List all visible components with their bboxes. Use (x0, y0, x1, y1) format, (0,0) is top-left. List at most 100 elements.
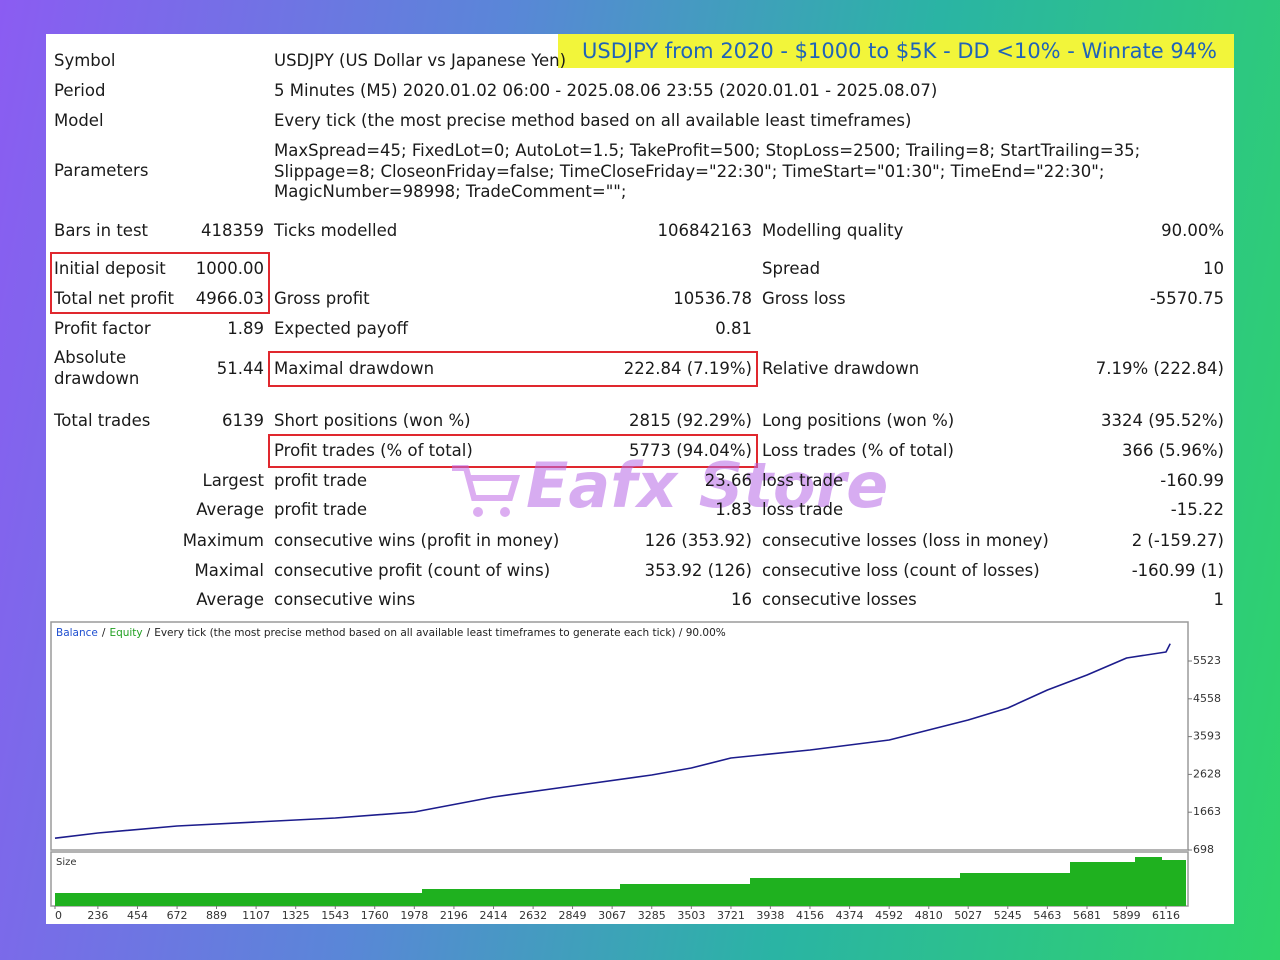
field-label: Gross profit (274, 289, 370, 308)
y-tick-label: 4558 (1193, 692, 1221, 705)
field-label: 5 Minutes (M5) 2020.01.02 06:00 - 2025.0… (274, 81, 938, 100)
x-tick-label: 1543 (321, 909, 349, 922)
x-tick-label: 5463 (1033, 909, 1061, 922)
field-value: 353.92 (126) (644, 561, 752, 580)
x-tick-label: 889 (206, 909, 227, 922)
field-value: 10536.78 (673, 289, 752, 308)
field-label: consecutive losses (762, 590, 917, 609)
field-value: 23.66 (704, 471, 752, 490)
field-value: 6139 (222, 411, 264, 430)
x-tick-label: 3285 (638, 909, 666, 922)
field-value: 1000.00 (195, 259, 264, 278)
x-tick-label: 4156 (796, 909, 824, 922)
cart-wheel (473, 507, 483, 517)
field-label: Spread (762, 259, 821, 278)
x-tick-label: 3938 (756, 909, 784, 922)
field-value: 2815 (92.29%) (628, 411, 752, 430)
x-tick-label: 1978 (400, 909, 428, 922)
field-value: -160.99 (1) (1131, 561, 1224, 580)
x-tick-label: 2196 (440, 909, 468, 922)
cart-wheel (500, 507, 510, 517)
highlight-box (268, 434, 758, 468)
field-label: Profit trades (% of total) (274, 441, 473, 460)
plot-frame (50, 621, 1189, 851)
row-label: Symbol (54, 51, 116, 70)
x-tick-label: 4592 (875, 909, 903, 922)
x-tick-label: 2414 (480, 909, 508, 922)
row-label: Model (54, 111, 104, 130)
balance-line (54, 643, 1171, 839)
x-tick-label: 0 (55, 909, 62, 922)
x-tick-label: 454 (127, 909, 148, 922)
watermark (452, 465, 521, 517)
size-area (55, 857, 1186, 906)
field-label: Loss trades (% of total) (762, 441, 954, 460)
field-label: Relative drawdown (762, 359, 920, 378)
highlight-box (268, 351, 758, 387)
x-tick-label: 1107 (242, 909, 270, 922)
field-value: 7.19% (222.84) (1095, 359, 1224, 378)
field-value: 0.81 (715, 319, 752, 338)
legend-entry: Equity (109, 627, 142, 639)
row-label: Parameters (54, 161, 149, 180)
field-value: 10 (1203, 259, 1224, 278)
banner-title: USDJPY from 2020 - $1000 to $5K - DD <10… (582, 39, 1218, 63)
field-value: Largest (202, 471, 265, 490)
field-value: 106842163 (657, 221, 752, 240)
field-label: Maximal drawdown (274, 359, 435, 378)
field-label: Every tick (the most precise method base… (274, 111, 912, 130)
field-label: consecutive wins (274, 590, 416, 609)
field-label: USDJPY (US Dollar vs Japanese Yen) (274, 51, 567, 70)
field-value: 1.83 (715, 500, 752, 519)
highlight-box (50, 252, 270, 314)
row-label: Total net profit (54, 289, 174, 308)
row-label: Profit factor (54, 319, 151, 338)
field-value: -15.22 (1170, 500, 1224, 519)
y-tick-label: 3593 (1193, 730, 1221, 743)
field-label: Expected payoff (274, 319, 409, 338)
x-tick-label: 4810 (915, 909, 943, 922)
field-label: Short positions (won %) (274, 411, 471, 430)
field-label: Modelling quality (762, 221, 904, 240)
field-value: 4966.03 (195, 289, 264, 308)
x-tick-label: 6116 (1152, 909, 1180, 922)
field-label: consecutive profit (count of wins) (274, 561, 551, 580)
x-tick-label: 3067 (598, 909, 626, 922)
field-label: Ticks modelled (274, 221, 398, 240)
size-label: Size (56, 857, 77, 868)
x-tick-label: 5245 (994, 909, 1022, 922)
x-tick-label: 2849 (559, 909, 587, 922)
row-label: Absolute drawdown (54, 348, 140, 388)
x-tick-label: 5027 (954, 909, 982, 922)
legend-separator: / (102, 627, 106, 639)
field-label: consecutive loss (count of losses) (762, 561, 1040, 580)
parameters-value: MaxSpread=45; FixedLot=0; AutoLot=1.5; T… (274, 141, 1141, 201)
legend-entry: Balance (56, 627, 98, 639)
y-tick-label: 5523 (1193, 654, 1221, 667)
field-value: 51.44 (216, 359, 264, 378)
y-tick-label: 2628 (1193, 767, 1221, 780)
x-tick-label: 3503 (677, 909, 705, 922)
y-tick-label: 698 (1193, 843, 1214, 856)
watermark-text: Eafx Store (526, 449, 888, 522)
field-value: 16 (731, 590, 752, 609)
x-tick-label: 1325 (282, 909, 310, 922)
field-value: Average (196, 500, 264, 519)
field-value: Maximal (194, 561, 264, 580)
x-tick-label: 1760 (361, 909, 389, 922)
row-label: Period (54, 81, 106, 100)
field-value: 126 (353.92) (644, 531, 752, 550)
field-value: -160.99 (1160, 471, 1224, 490)
field-value: Maximum (182, 531, 264, 550)
field-value: 90.00% (1161, 221, 1224, 240)
field-label: consecutive wins (profit in money) (274, 531, 560, 550)
field-label: Long positions (won %) (762, 411, 955, 430)
legend-description: Every tick (the most precise method base… (154, 627, 726, 639)
field-label: consecutive losses (loss in money) (762, 531, 1049, 550)
field-label: Gross loss (762, 289, 846, 308)
row-label: Initial deposit (54, 259, 166, 278)
field-label: loss trade (762, 500, 844, 519)
field-value: 3324 (95.52%) (1100, 411, 1224, 430)
y-tick-label: 1663 (1193, 805, 1221, 818)
